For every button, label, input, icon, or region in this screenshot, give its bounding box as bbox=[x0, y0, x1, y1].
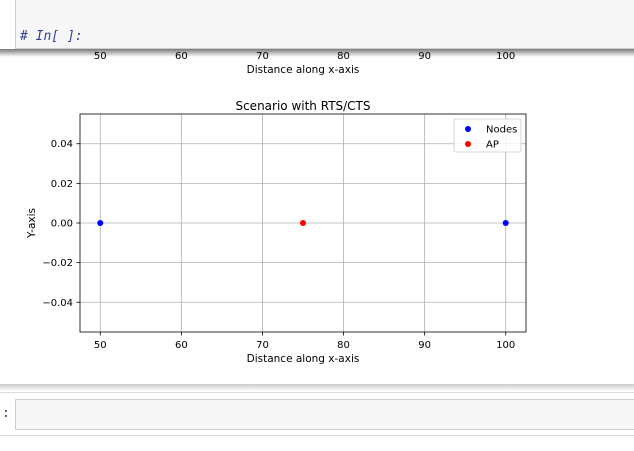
cell-separator-bottom bbox=[0, 435, 634, 436]
previous-x-tick-label: 60 bbox=[175, 51, 188, 62]
output-area: 50 60 70 80 90 100 Distance along x-axis Scen… bbox=[26, 51, 527, 365]
legend-marker-ap bbox=[465, 141, 471, 147]
previous-chart-x-label: Distance along x-axis bbox=[247, 64, 360, 76]
previous-x-tick-label: 70 bbox=[256, 51, 269, 62]
point-nodes bbox=[502, 220, 509, 226]
next-cell-input[interactable] bbox=[15, 399, 634, 430]
x-tick-label: 50 bbox=[94, 340, 107, 351]
y-tick-label: −0.04 bbox=[42, 298, 73, 309]
previous-chart-x-ticks: 50 60 70 80 90 100 bbox=[94, 51, 515, 62]
y-tick-label: 0.04 bbox=[51, 139, 73, 150]
x-tick-label: 100 bbox=[496, 340, 515, 351]
previous-x-tick-label: 100 bbox=[496, 51, 515, 62]
code-cell-top: # In[ ]: bbox=[0, 0, 634, 50]
point-ap bbox=[300, 220, 306, 226]
cell-shadow bbox=[0, 49, 634, 57]
x-tick-label: 90 bbox=[418, 340, 431, 351]
legend-marker-nodes bbox=[465, 126, 471, 132]
y-tick-label: 0.00 bbox=[51, 219, 73, 230]
cell-divider bbox=[0, 384, 634, 385]
x-tick-label: 60 bbox=[175, 340, 188, 351]
point-nodes bbox=[97, 220, 104, 226]
x-axis-label: Distance along x-axis bbox=[247, 353, 360, 365]
y-tick-label: −0.02 bbox=[42, 258, 73, 269]
y-tick-label: 0.02 bbox=[51, 179, 73, 190]
chart-legend: Nodes AP bbox=[453, 118, 522, 153]
previous-x-tick-label: 90 bbox=[418, 51, 431, 62]
x-tick-label: 70 bbox=[256, 340, 269, 351]
scatter-chart: Scenario with RTS/CTS 50 60 70 80 90 100 0.04… bbox=[26, 99, 527, 365]
chart-title: Scenario with RTS/CTS bbox=[235, 99, 370, 113]
x-axis-ticks: 50 60 70 80 90 100 bbox=[94, 332, 515, 351]
previous-x-tick-label: 80 bbox=[337, 51, 350, 62]
legend-label-ap: AP bbox=[486, 140, 499, 151]
previous-x-tick-label: 50 bbox=[94, 51, 107, 62]
y-axis-label: Y-axis bbox=[26, 208, 38, 239]
cell-divider-shadow bbox=[0, 385, 634, 391]
data-points bbox=[97, 220, 509, 226]
code-cell-input[interactable] bbox=[15, 0, 634, 49]
next-cell-prompt: : bbox=[2, 406, 10, 421]
x-tick-label: 80 bbox=[337, 340, 350, 351]
cell-prompt: # In[ ]: bbox=[20, 29, 83, 44]
cell-separator bbox=[0, 392, 634, 393]
y-axis-ticks: 0.04 0.02 0.00 −0.02 −0.04 bbox=[42, 139, 80, 309]
legend-label-nodes: Nodes bbox=[486, 125, 517, 136]
